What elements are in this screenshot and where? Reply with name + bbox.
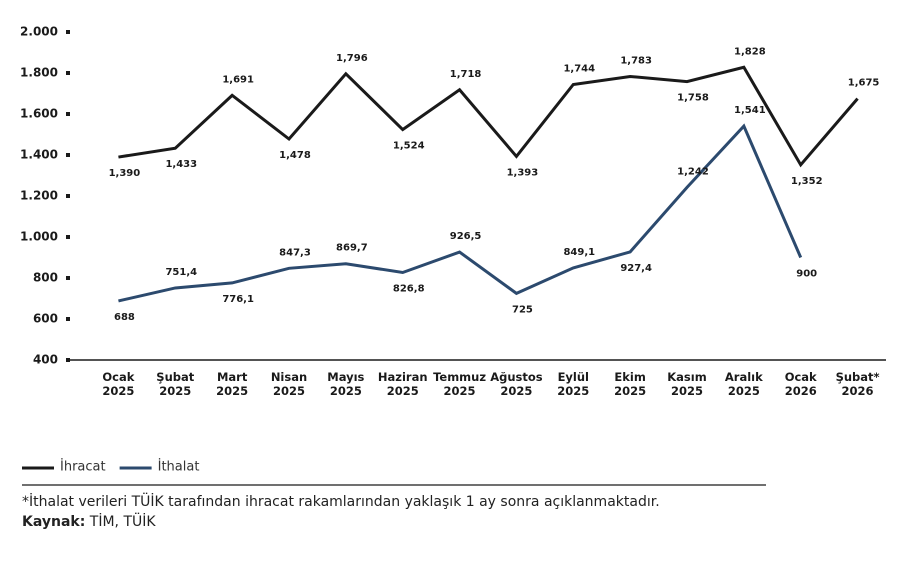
data-label: 1,758 xyxy=(677,93,709,104)
data-label: 1,744 xyxy=(563,63,595,74)
y-tick-mark xyxy=(66,235,70,239)
y-tick-mark xyxy=(66,194,70,198)
y-tick-label: 800 xyxy=(33,271,58,285)
x-tick-label: Ocak 2025 xyxy=(102,370,135,398)
y-tick-mark xyxy=(66,30,70,34)
y-tick-mark xyxy=(66,71,70,75)
data-label: 826,8 xyxy=(393,284,425,295)
source-text: TİM, TÜİK xyxy=(89,514,156,530)
data-label: 1,242 xyxy=(677,166,709,177)
data-label: 751,4 xyxy=(165,267,197,278)
x-tick-label: Aralık 2025 xyxy=(724,370,763,398)
data-label: 900 xyxy=(796,269,817,280)
data-label: 1,783 xyxy=(620,55,652,66)
x-tick-label: Temmuz 2025 xyxy=(433,370,487,398)
data-label: 725 xyxy=(512,304,533,315)
data-label: 776,1 xyxy=(222,294,254,305)
x-tick-label: Ocak 2026 xyxy=(784,370,817,398)
data-label: 927,4 xyxy=(620,263,652,274)
data-label: 849,1 xyxy=(563,247,595,258)
x-tick-label: Şubat 2025 xyxy=(156,370,195,398)
data-label: 1,691 xyxy=(222,74,254,85)
line-series xyxy=(118,65,859,168)
y-tick-mark xyxy=(66,358,70,362)
data-label: 1,796 xyxy=(336,53,368,64)
x-tick-label: Ağustos 2025 xyxy=(490,370,543,398)
data-label: 1,541 xyxy=(734,105,766,116)
x-tick-label: Eylül 2025 xyxy=(557,370,590,398)
x-tick-label: Ekim 2025 xyxy=(614,370,647,398)
data-label: 926,5 xyxy=(450,231,482,242)
data-label: 1,393 xyxy=(507,167,539,178)
x-tick-label: Haziran 2025 xyxy=(377,370,428,398)
x-tick-label: Mart 2025 xyxy=(216,370,249,398)
line-series xyxy=(118,123,803,303)
data-label: 1,390 xyxy=(109,168,141,179)
x-tick-label: Mayıs 2025 xyxy=(327,370,365,398)
legend-label: İhracat xyxy=(60,459,106,475)
data-label: 1,828 xyxy=(734,46,766,57)
y-tick-label: 1.200 xyxy=(20,189,58,203)
data-label: 869,7 xyxy=(336,243,368,254)
data-label: 847,3 xyxy=(279,247,311,258)
data-label: 688 xyxy=(114,312,135,323)
legend-label: İthalat xyxy=(158,459,200,475)
x-tick-label: Nisan 2025 xyxy=(270,370,308,398)
data-label: 1,433 xyxy=(165,159,197,170)
data-label: 1,718 xyxy=(450,69,482,80)
x-tick-label: Kasım 2025 xyxy=(667,370,707,398)
y-tick-label: 1.000 xyxy=(20,230,58,244)
y-tick-mark xyxy=(66,112,70,116)
y-tick-mark xyxy=(66,276,70,280)
y-tick-label: 400 xyxy=(33,353,58,367)
y-tick-label: 2.000 xyxy=(20,25,58,39)
y-tick-label: 1.800 xyxy=(20,66,58,80)
data-label: 1,675 xyxy=(848,78,880,89)
source: Kaynak: TİM, TÜİK xyxy=(22,514,156,530)
footnote: *İthalat verileri TÜİK tarafından ihraca… xyxy=(22,494,660,510)
y-tick-label: 1.600 xyxy=(20,107,58,121)
x-tick-label: Şubat* 2026 xyxy=(835,370,880,398)
y-tick-label: 1.400 xyxy=(20,148,58,162)
y-tick-mark xyxy=(66,317,70,321)
y-tick-mark xyxy=(66,153,70,157)
data-label: 1,524 xyxy=(393,141,425,152)
y-tick-label: 600 xyxy=(33,312,58,326)
data-label: 1,352 xyxy=(791,176,823,187)
data-label: 1,478 xyxy=(279,150,311,161)
source-label: Kaynak: xyxy=(22,514,86,530)
